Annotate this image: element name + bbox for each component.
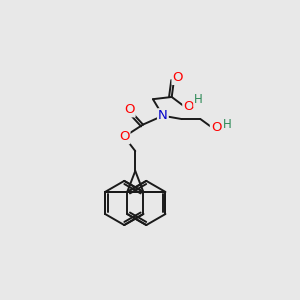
Text: O: O <box>183 100 194 113</box>
Text: O: O <box>211 122 221 134</box>
Text: N: N <box>158 109 168 122</box>
Text: O: O <box>124 103 135 116</box>
Text: O: O <box>119 130 130 143</box>
Text: H: H <box>194 93 203 106</box>
Text: O: O <box>172 71 183 84</box>
Text: H: H <box>223 118 232 131</box>
